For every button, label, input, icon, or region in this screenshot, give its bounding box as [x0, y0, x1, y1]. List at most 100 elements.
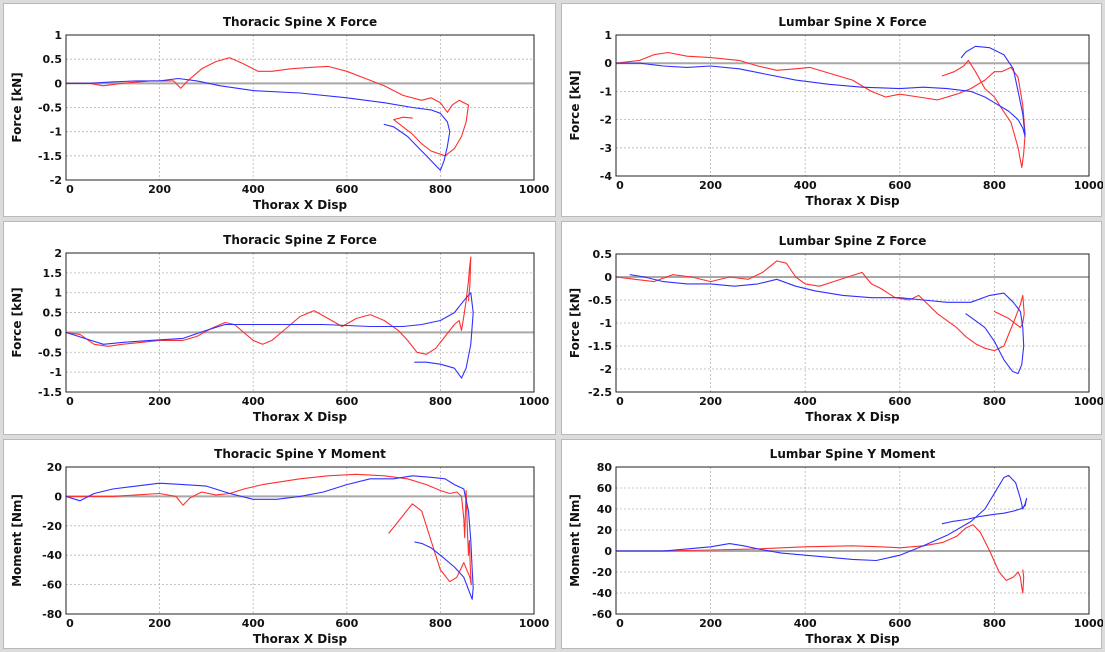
y-tick-label: -2 — [600, 114, 612, 127]
y-tick-label: -4 — [600, 170, 613, 183]
x-tick-label: 0 — [66, 617, 74, 630]
y-tick-label: -20 — [592, 566, 612, 579]
x-tick-label: 800 — [429, 617, 452, 630]
y-tick-label: -2 — [600, 363, 612, 376]
y-tick-label: -60 — [592, 608, 612, 621]
x-tick-label: 800 — [983, 617, 1006, 630]
y-tick-label: 0.5 — [43, 307, 63, 320]
y-axis-label: Moment [Nm] — [10, 494, 24, 587]
chart-thoracic-x-force: 0 200 400 600 800 1000 -2 -1.5 -1 -0.5 0 0.5 1 Thorac… — [10, 15, 550, 212]
y-axis-label: Moment [Nm] — [568, 494, 582, 587]
chart-title: Lumbar Spine Y Moment — [770, 447, 936, 461]
y-tick-label: -0.5 — [38, 346, 62, 359]
y-tick-label: -1 — [600, 85, 612, 98]
y-tick-label: -1.5 — [588, 340, 612, 353]
x-tick-label: 1000 — [1074, 617, 1103, 630]
x-tick-label: 200 — [148, 395, 171, 408]
y-tick-label: 1.5 — [43, 267, 63, 280]
x-tick-label: 200 — [699, 395, 722, 408]
chart-panel-lumbar-z-force: 0 200 400 600 800 1000 -2.5 -2 -1.5 -1 -0.5 0 0.5 Lum… — [561, 221, 1103, 435]
x-tick-label: 400 — [242, 183, 265, 196]
x-tick-label: 400 — [794, 617, 817, 630]
y-tick-label: -80 — [42, 608, 62, 621]
y-tick-label: -1 — [50, 366, 62, 379]
x-axis-label: Thorax X Disp — [805, 410, 900, 424]
x-axis-label: Thorax X Disp — [253, 410, 348, 424]
x-tick-label: 200 — [699, 179, 722, 192]
series-line-2 — [629, 274, 1025, 375]
series-line-2 — [616, 45, 1026, 138]
series-line-1 — [616, 260, 1025, 352]
y-tick-label: 1 — [604, 29, 612, 42]
x-tick-label: 800 — [983, 179, 1006, 192]
chart-panel-lumbar-x-force: 0 200 400 600 800 1000 -4 -3 -2 -1 0 1 Lumbar Spine … — [561, 3, 1103, 217]
x-tick-label: 600 — [888, 395, 911, 408]
x-axis-label: Thorax X Disp — [805, 632, 900, 646]
x-tick-label: 800 — [983, 395, 1006, 408]
chart-panel-lumbar-y-moment: 0 200 400 600 800 1000 -60 -40 -20 0 20 40 60 80 Lumba… — [561, 439, 1103, 649]
x-tick-label: 600 — [335, 617, 358, 630]
x-tick-label: 600 — [888, 179, 911, 192]
y-tick-label: -1.5 — [38, 150, 62, 163]
series-line-2 — [66, 292, 474, 379]
x-tick-label: 200 — [148, 617, 171, 630]
series-line-1 — [616, 51, 1026, 169]
x-tick-label: 200 — [699, 617, 722, 630]
y-tick-label: 20 — [47, 461, 63, 474]
y-tick-label: -0.5 — [588, 294, 612, 307]
y-tick-label: -2 — [50, 174, 62, 187]
x-tick-label: 1000 — [1074, 179, 1103, 192]
x-tick-label: 1000 — [519, 183, 550, 196]
y-tick-label: 0 — [604, 57, 612, 70]
plot-area — [65, 252, 535, 393]
x-axis-label: Thorax X Disp — [805, 194, 900, 208]
y-tick-label: 0.5 — [593, 248, 613, 261]
y-tick-label: 80 — [597, 461, 613, 474]
y-axis-label: Force [kN] — [10, 72, 24, 142]
x-axis-label: Thorax X Disp — [253, 198, 348, 212]
x-tick-label: 1000 — [519, 395, 550, 408]
x-tick-label: 1000 — [519, 617, 550, 630]
y-tick-label: -20 — [42, 520, 62, 533]
x-tick-label: 800 — [429, 183, 452, 196]
chart-title: Lumbar Spine Z Force — [779, 234, 927, 248]
y-tick-label: 20 — [597, 524, 613, 537]
plot-area — [65, 34, 535, 181]
y-axis-label: Force [kN] — [568, 288, 582, 358]
x-tick-label: 600 — [888, 617, 911, 630]
x-tick-label: 0 — [66, 183, 74, 196]
y-tick-label: 0 — [604, 271, 612, 284]
plot-area — [65, 466, 535, 615]
plot-area — [615, 34, 1090, 177]
y-tick-label: -3 — [600, 142, 612, 155]
y-tick-label: -0.5 — [38, 102, 62, 115]
series-line-2 — [66, 77, 451, 171]
chart-thoracic-z-force: 0 200 400 600 800 1000 -1.5 -1 -0.5 0 0.5 1 1.5 2 Thor… — [10, 233, 550, 424]
series-line-1 — [66, 57, 470, 157]
plot-area — [615, 466, 1090, 615]
x-tick-label: 800 — [429, 395, 452, 408]
y-tick-label: -40 — [592, 587, 612, 600]
y-tick-label: 60 — [597, 482, 613, 495]
y-tick-label: 40 — [597, 503, 613, 516]
x-tick-label: 600 — [335, 183, 358, 196]
y-tick-label: -1 — [600, 317, 612, 330]
chart-title: Lumbar Spine X Force — [778, 15, 926, 29]
y-tick-label: 0 — [54, 326, 62, 339]
x-tick-label: 200 — [148, 183, 171, 196]
x-tick-label: 0 — [616, 395, 624, 408]
plot-area — [615, 253, 1090, 393]
y-tick-label: -1.5 — [38, 386, 62, 399]
series-line-1 — [66, 256, 472, 355]
y-tick-label: 0.5 — [43, 53, 63, 66]
x-tick-label: 0 — [616, 179, 624, 192]
chart-lumbar-z-force: 0 200 400 600 800 1000 -2.5 -2 -1.5 -1 -0.5 0 0.5 Lum… — [568, 234, 1103, 424]
y-tick-label: 0 — [54, 77, 62, 90]
y-tick-label: -60 — [42, 579, 62, 592]
chart-panel-thoracic-z-force: 0 200 400 600 800 1000 -1.5 -1 -0.5 0 0.5 1 1.5 2 Thor… — [3, 221, 556, 435]
x-tick-label: 400 — [242, 395, 265, 408]
chart-title: Thoracic Spine Z Force — [223, 233, 377, 247]
x-tick-label: 1000 — [1074, 395, 1103, 408]
y-axis-label: Force [kN] — [10, 287, 24, 357]
chart-lumbar-x-force: 0 200 400 600 800 1000 -4 -3 -2 -1 0 1 Lumbar Spine … — [568, 15, 1103, 208]
